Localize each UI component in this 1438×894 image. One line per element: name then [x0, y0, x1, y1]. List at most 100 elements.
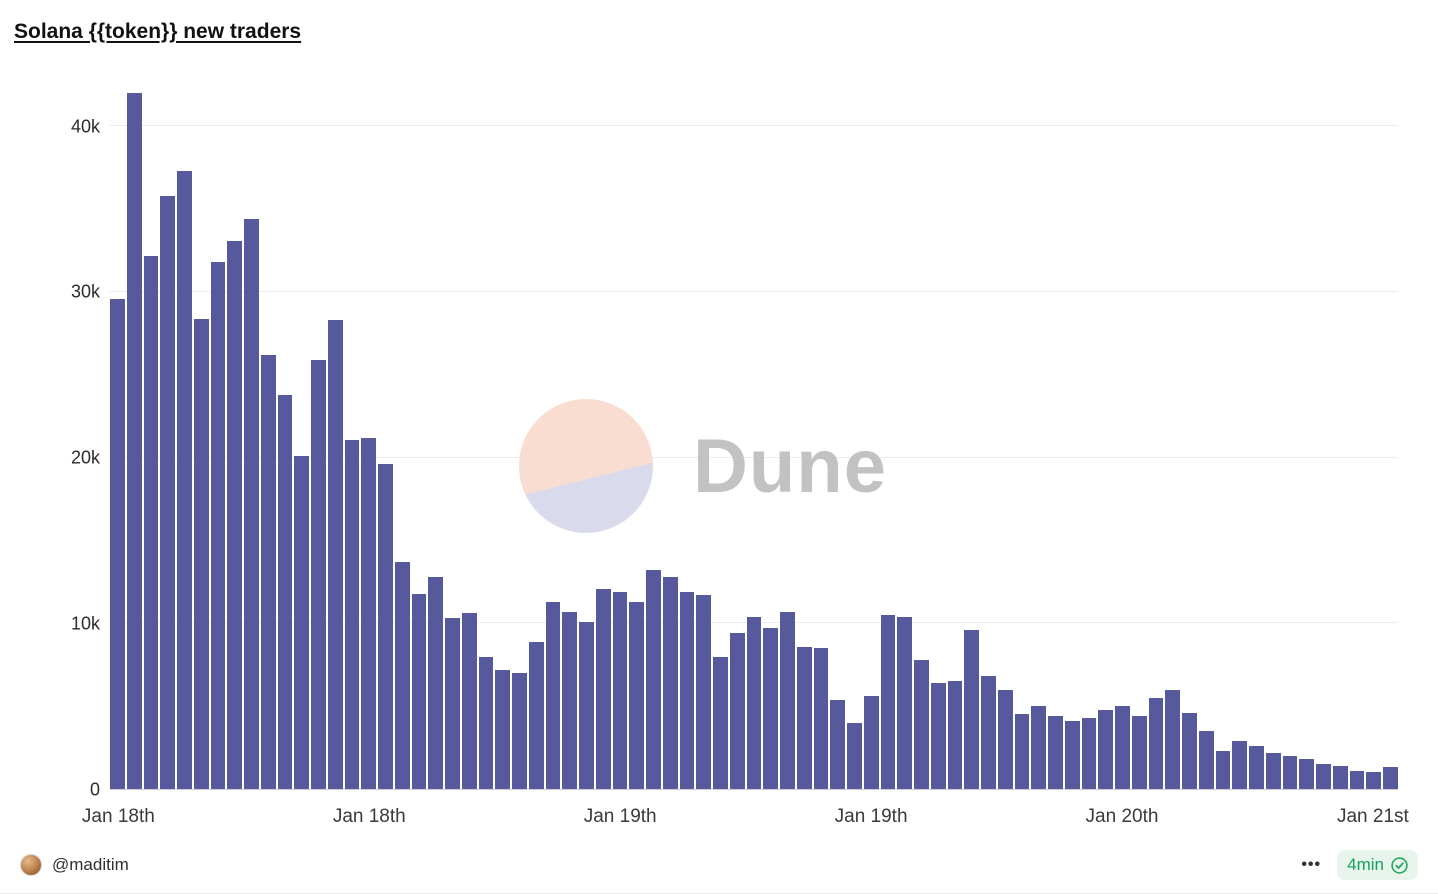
- gridline: [110, 125, 1398, 127]
- bar[interactable]: [528, 641, 544, 789]
- bar[interactable]: [378, 464, 393, 789]
- bar[interactable]: [1081, 717, 1097, 789]
- bar[interactable]: [344, 439, 360, 789]
- bar[interactable]: [1098, 709, 1113, 789]
- bar[interactable]: [277, 394, 293, 789]
- footer-right: ••• 4min: [1301, 850, 1418, 880]
- bar[interactable]: [512, 673, 527, 789]
- bar[interactable]: [930, 683, 946, 789]
- bar[interactable]: [997, 689, 1013, 789]
- bar[interactable]: [361, 437, 376, 789]
- bar[interactable]: [729, 633, 745, 789]
- y-tick-label: 40k: [70, 116, 100, 136]
- x-tick-label: Jan 20th: [1085, 806, 1159, 827]
- bar[interactable]: [445, 618, 460, 789]
- author-link[interactable]: @maditim: [20, 854, 129, 876]
- x-tick-label: Jan 19th: [583, 806, 657, 827]
- chart-title[interactable]: Solana {{token}} new traders: [14, 20, 302, 43]
- bar[interactable]: [227, 240, 242, 789]
- x-tick-label: Jan 18th: [81, 806, 155, 827]
- bar[interactable]: [1349, 770, 1365, 789]
- gridline: [110, 456, 1398, 458]
- x-tick-label: Jan 18th: [332, 806, 406, 827]
- bar[interactable]: [981, 676, 996, 789]
- bar[interactable]: [110, 298, 125, 789]
- bar[interactable]: [1282, 755, 1298, 789]
- bar[interactable]: [847, 722, 862, 789]
- bar[interactable]: [1182, 712, 1197, 789]
- plot-area: [110, 90, 1398, 790]
- bar[interactable]: [495, 669, 510, 789]
- bar[interactable]: [143, 255, 159, 789]
- bar[interactable]: [193, 318, 209, 789]
- bar[interactable]: [210, 262, 226, 789]
- bar[interactable]: [461, 613, 477, 789]
- bar[interactable]: [1031, 706, 1046, 789]
- bar[interactable]: [1131, 716, 1147, 789]
- bar[interactable]: [780, 611, 795, 789]
- bar[interactable]: [662, 576, 678, 789]
- bar[interactable]: [696, 595, 711, 789]
- bar[interactable]: [595, 588, 611, 789]
- bar[interactable]: [897, 616, 912, 789]
- bar[interactable]: [863, 696, 879, 789]
- bar[interactable]: [646, 570, 661, 789]
- bar[interactable]: [612, 591, 628, 789]
- bar[interactable]: [394, 562, 410, 789]
- bar[interactable]: [629, 601, 644, 789]
- author-name: @maditim: [52, 855, 129, 874]
- bar[interactable]: [562, 611, 577, 789]
- bar[interactable]: [1198, 731, 1214, 789]
- verified-check-icon: [1391, 856, 1408, 874]
- bar[interactable]: [1014, 714, 1030, 789]
- bar[interactable]: [311, 360, 326, 789]
- y-tick-label: 10k: [70, 613, 100, 634]
- bar[interactable]: [679, 591, 695, 789]
- bar[interactable]: [294, 456, 309, 789]
- bar[interactable]: [411, 593, 427, 789]
- x-tick-label: Jan 21st: [1336, 806, 1409, 827]
- bar[interactable]: [1115, 706, 1130, 789]
- bar[interactable]: [947, 681, 963, 789]
- bar[interactable]: [914, 659, 929, 789]
- footer: @maditim ••• 4min: [0, 837, 1438, 893]
- bar[interactable]: [713, 656, 728, 789]
- bar[interactable]: [545, 601, 561, 789]
- bar[interactable]: [830, 699, 845, 789]
- more-menu-button[interactable]: •••: [1301, 856, 1322, 873]
- bar[interactable]: [260, 355, 276, 789]
- bar[interactable]: [880, 615, 896, 789]
- bar[interactable]: [1064, 721, 1080, 789]
- bar[interactable]: [244, 219, 259, 789]
- bar[interactable]: [1232, 740, 1247, 789]
- bar[interactable]: [1165, 689, 1180, 789]
- y-tick-label: 0: [89, 779, 100, 800]
- bar[interactable]: [1316, 764, 1331, 789]
- bar[interactable]: [1148, 697, 1164, 789]
- bar[interactable]: [177, 171, 192, 789]
- bar[interactable]: [1249, 745, 1264, 789]
- bar[interactable]: [428, 576, 443, 789]
- bar[interactable]: [1383, 767, 1398, 789]
- bar[interactable]: [813, 648, 829, 789]
- bar[interactable]: [796, 646, 812, 789]
- bar[interactable]: [746, 616, 762, 789]
- bar[interactable]: [579, 621, 594, 789]
- bar[interactable]: [763, 628, 778, 789]
- bar[interactable]: [1265, 752, 1281, 789]
- gridline: [110, 291, 1398, 293]
- bar[interactable]: [1215, 750, 1231, 789]
- refresh-time-label: 4min: [1347, 855, 1384, 874]
- avatar[interactable]: [20, 854, 42, 876]
- bar[interactable]: [1299, 759, 1314, 789]
- bar[interactable]: [327, 320, 343, 789]
- bar[interactable]: [964, 630, 979, 789]
- bar[interactable]: [160, 196, 175, 789]
- bar[interactable]: [1332, 765, 1348, 789]
- bar[interactable]: [1048, 716, 1063, 789]
- bar[interactable]: [478, 656, 494, 789]
- bar[interactable]: [126, 93, 142, 789]
- bar[interactable]: [1366, 772, 1381, 789]
- refresh-badge[interactable]: 4min: [1337, 850, 1418, 880]
